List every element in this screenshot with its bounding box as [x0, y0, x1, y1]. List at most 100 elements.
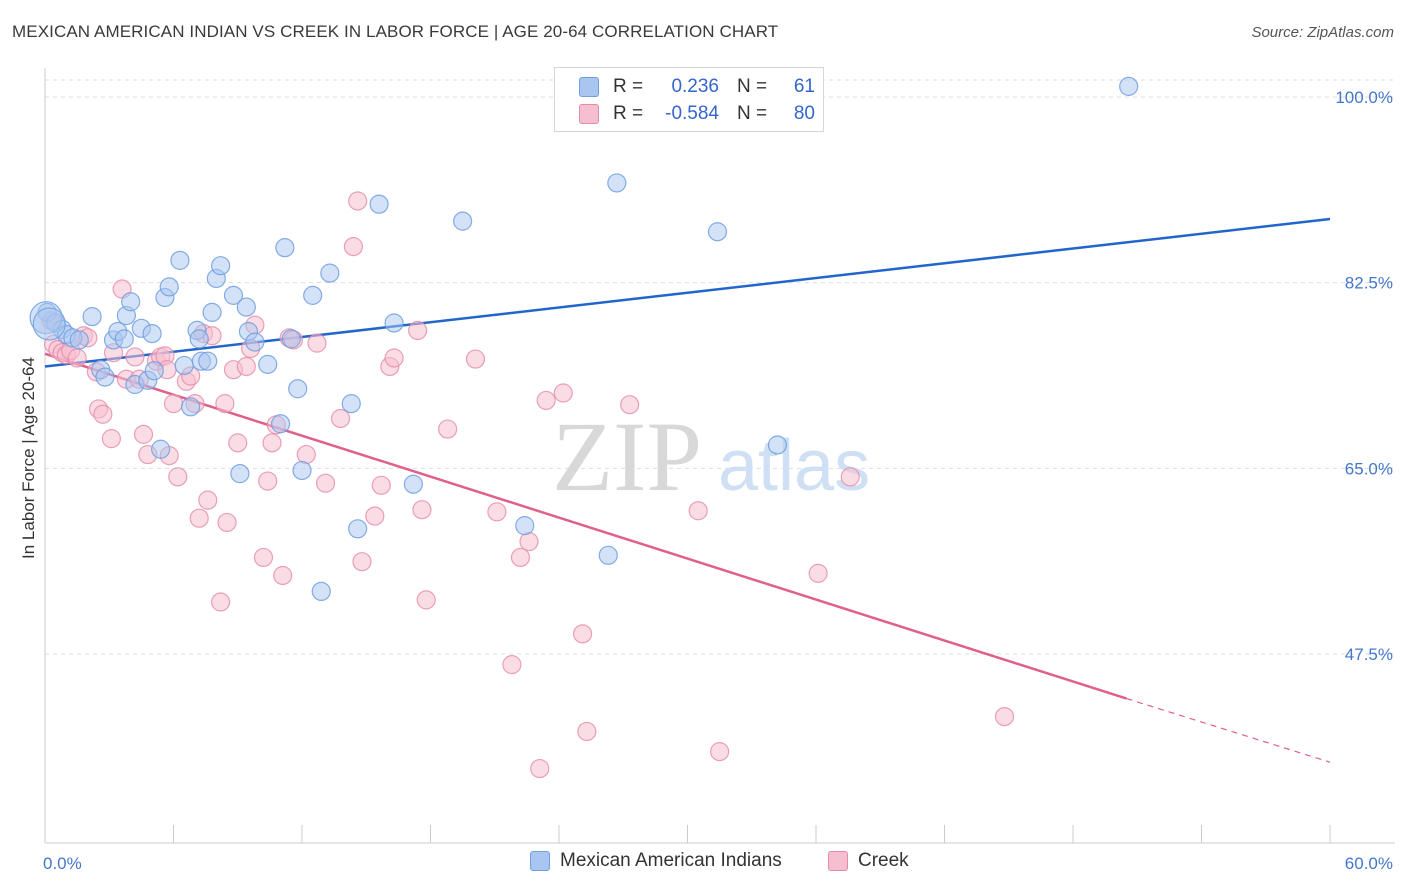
- mexican-american-indian-point: [236, 297, 256, 317]
- creek-point: [217, 512, 237, 533]
- bottom-legend-swatch-blue: [530, 851, 550, 871]
- mexican-american-indian-point: [69, 330, 89, 350]
- creek-point: [577, 721, 597, 742]
- mexican-american-indian-point: [174, 355, 194, 376]
- mexican-american-indian-point: [198, 351, 218, 371]
- trend-line-creek-extension: [1126, 697, 1331, 763]
- mexican-american-indian-point: [384, 313, 404, 333]
- creek-point: [438, 419, 458, 439]
- creek-point: [262, 433, 282, 453]
- mexican-american-indian-point: [159, 277, 179, 297]
- mexican-american-indian-point: [114, 329, 134, 349]
- creek-point: [352, 552, 372, 572]
- mexican-american-indian-point: [292, 460, 312, 481]
- x-tick-label: 0.0%: [43, 854, 82, 873]
- mexican-american-indian-point: [320, 263, 340, 283]
- creek-point: [93, 404, 113, 424]
- creek-point: [519, 531, 539, 552]
- mexican-american-indian-point: [230, 464, 250, 484]
- creek-point: [348, 191, 368, 211]
- y-axis-label: In Labor Force | Age 20-64: [19, 357, 38, 559]
- bottom-legend-swatch-pink: [828, 851, 848, 871]
- watermark-atlas: atlas: [718, 426, 870, 506]
- creek-point: [101, 429, 121, 449]
- creek-point: [163, 394, 184, 414]
- mexican-american-indian-point: [121, 292, 141, 312]
- tick-labels: 47.5% 65.0% 82.5% 100.0% 0.0% 60.0%: [43, 88, 1393, 873]
- mexican-american-indian-point: [32, 307, 66, 341]
- legend-r-label: R =: [613, 76, 644, 97]
- creek-point: [371, 475, 391, 495]
- bottom-legend-item-pink: Creek: [828, 850, 909, 872]
- creek-point: [536, 390, 556, 411]
- chart-title: MEXICAN AMERICAN INDIAN VS CREEK IN LABO…: [12, 22, 779, 41]
- creek-point: [215, 394, 235, 414]
- creek-point: [412, 500, 432, 520]
- mexican-american-indian-point: [767, 435, 788, 455]
- mexican-american-indian-point: [142, 323, 162, 344]
- mexican-american-indian-point: [281, 329, 301, 349]
- mexican-american-indian-point: [403, 474, 423, 494]
- chart-source: Source: ZipAtlas.com: [1251, 24, 1394, 41]
- legend-r-value: 0.236: [671, 76, 719, 97]
- mexican-american-indian-point: [181, 397, 201, 417]
- creek-point: [530, 758, 550, 779]
- creek-point: [553, 383, 573, 403]
- creek-point: [408, 320, 428, 341]
- creek-point: [198, 490, 218, 510]
- bottom-legend-label-pink: Creek: [858, 850, 909, 871]
- mexican-american-indian-point: [348, 519, 368, 539]
- creek-point: [502, 655, 522, 675]
- mexican-american-indian-point: [598, 545, 618, 565]
- creek-point: [343, 236, 363, 257]
- legend-n-value: 61: [793, 76, 815, 97]
- creek-point: [994, 706, 1015, 727]
- watermark-zip: ZIP: [552, 401, 702, 512]
- mexican-american-indian-points: [29, 76, 1139, 602]
- legend-swatch-pink: [579, 104, 599, 124]
- creek-point: [258, 471, 278, 491]
- legend-n-label: N =: [737, 103, 768, 124]
- creek-point: [710, 742, 730, 762]
- mexican-american-indian-point: [223, 285, 244, 305]
- mexican-american-indian-point: [258, 354, 278, 374]
- correlation-legend: R = 0.236 N = 61 R = -0.584 N = 80: [554, 67, 824, 132]
- mexican-american-indian-point: [170, 250, 190, 270]
- mexican-american-indian-point: [202, 302, 222, 322]
- legend-n-value: 80: [793, 103, 815, 124]
- creek-point: [228, 433, 248, 453]
- y-tick-label: 100.0%: [1335, 88, 1393, 107]
- mexican-american-indian-point: [275, 238, 295, 258]
- y-tick-label: 65.0%: [1345, 459, 1393, 478]
- mexican-american-indian-point: [288, 379, 308, 399]
- mexican-american-indian-point: [707, 222, 728, 242]
- creek-point: [487, 502, 507, 522]
- creek-point: [315, 473, 336, 493]
- creek-point: [236, 356, 256, 377]
- x-tick-label: 60.0%: [1345, 854, 1393, 873]
- watermark: ZIP atlas: [552, 401, 870, 512]
- mexican-american-indian-point: [369, 194, 389, 214]
- legend-r-label: R =: [613, 103, 644, 124]
- mexican-american-indian-point: [303, 285, 323, 305]
- creek-point: [510, 547, 531, 568]
- mexican-american-indian-point: [151, 439, 171, 459]
- legend-n-label: N =: [737, 76, 768, 97]
- creek-point: [125, 347, 145, 367]
- creek-point: [384, 348, 404, 368]
- creek-point: [688, 501, 708, 521]
- mexican-american-indian-point: [311, 581, 331, 602]
- mexican-american-indian-point: [95, 367, 115, 387]
- creek-point: [620, 395, 640, 415]
- mexican-american-indian-point: [211, 256, 231, 276]
- creek-point: [330, 408, 351, 429]
- bottom-legend-item-blue: Mexican American Indians: [530, 850, 782, 872]
- creek-point: [133, 424, 154, 444]
- mexican-american-indian-point: [189, 329, 209, 349]
- creek-point: [572, 624, 593, 644]
- legend-row-blue: R = 0.236 N = 61: [579, 74, 815, 100]
- creek-point: [416, 590, 436, 610]
- creek-point: [296, 444, 316, 465]
- creek-point: [168, 467, 188, 487]
- axes: [44, 68, 1395, 844]
